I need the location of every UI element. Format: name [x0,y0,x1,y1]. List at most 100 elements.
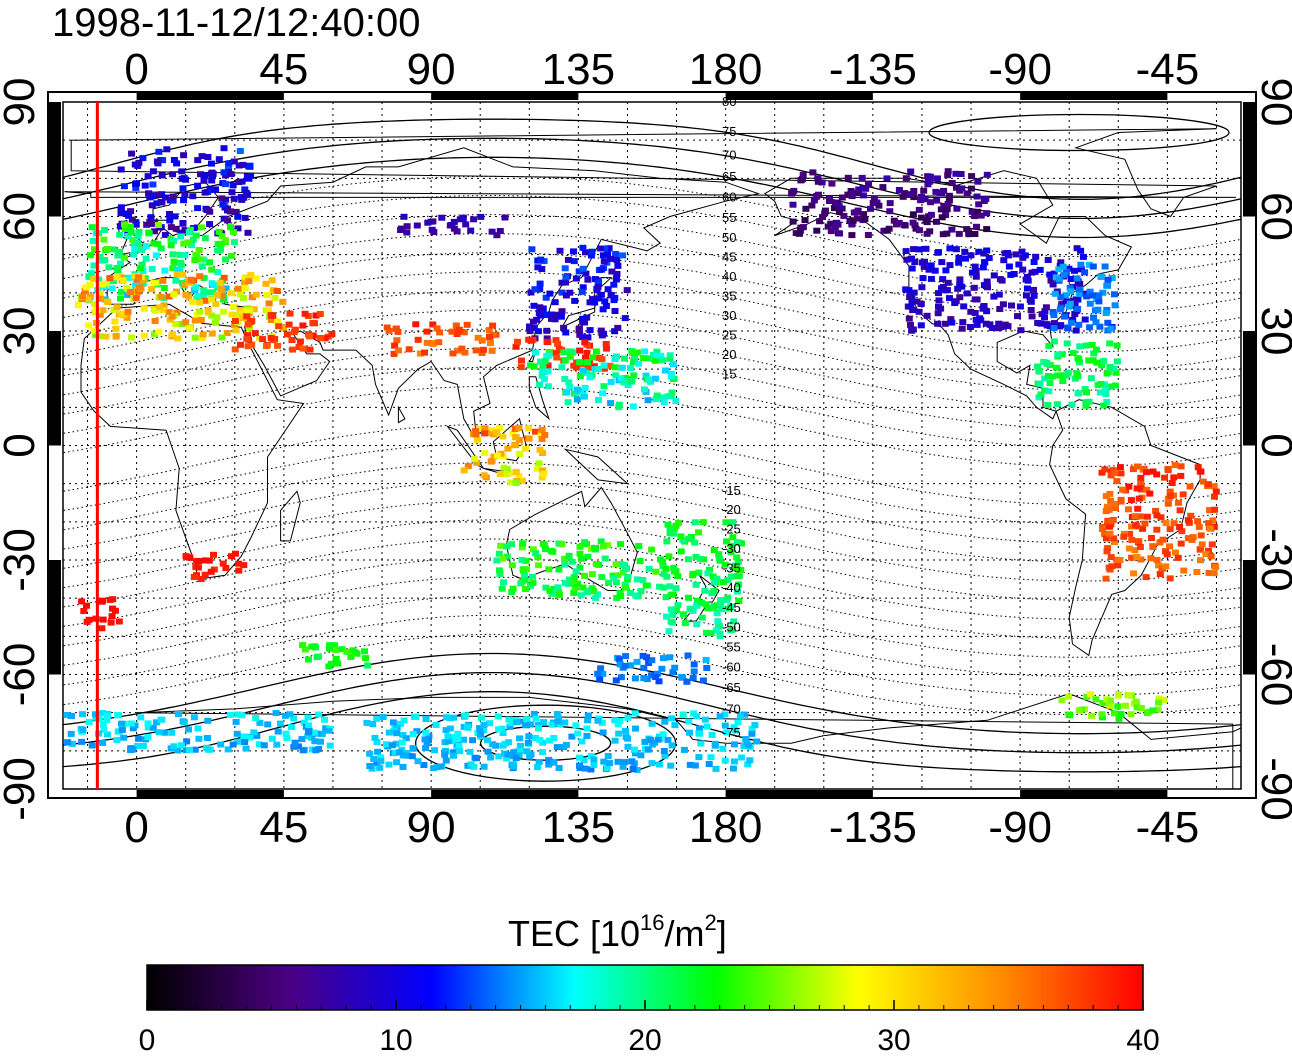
tec-data-point [633,349,641,356]
tec-data-point [971,213,979,220]
tec-data-point [500,464,508,471]
tec-data-point [570,574,578,581]
tec-data-point [883,175,891,182]
tec-data-point [229,229,237,236]
tec-data-point [161,231,169,238]
tec-data-point [238,178,246,185]
tec-data-point [653,392,661,399]
tec-data-point [1120,533,1128,540]
tec-data-point [442,748,449,754]
tec-data-point [95,716,103,723]
tec-data-point [821,207,829,214]
tec-data-point [1045,373,1052,380]
tec-data-point [232,550,239,557]
tec-data-point [724,577,732,583]
tec-data-point [476,725,484,732]
tec-data-point [229,741,237,748]
tec-data-point [1155,562,1162,569]
tec-data-point [245,325,253,332]
tec-data-point [1195,523,1203,530]
tec-data-point [598,719,606,726]
tec-data-point [96,290,104,297]
tec-data-point [532,428,539,435]
tec-data-point [260,742,268,749]
tec-data-point [190,714,198,721]
tec-data-point [180,197,188,204]
tec-data-point [577,592,585,599]
tec-data-point [711,742,719,749]
tec-data-point [235,162,243,169]
tec-data-point [392,326,400,332]
tec-data-point [590,588,598,595]
tec-data-point [1132,522,1140,529]
tec-data-point [597,538,605,545]
tec-data-point [691,519,699,526]
tec-data-point [746,757,754,764]
tec-data-point [983,308,991,315]
tec-data-point [612,251,620,257]
tec-data-point [416,350,424,357]
tec-data-point [574,730,582,737]
lon-tick-label-top: 180 [689,45,762,94]
tec-data-point [1137,479,1145,486]
tec-data-point [121,254,129,261]
tec-data-point [933,175,941,182]
tec-data-point [1057,294,1065,301]
tec-data-point [503,755,510,762]
tec-data-point [1063,340,1071,347]
tec-data-point [512,468,520,475]
tec-data-point [509,585,517,592]
tec-data-point [250,729,258,736]
tec-data-point [1095,292,1103,299]
tec-data-point [1172,549,1179,556]
tec-data-point [328,660,335,667]
tec-data-point [671,722,679,729]
tec-data-point [138,261,146,268]
tec-data-point [579,334,587,341]
tec-data-point [968,208,976,215]
tec-data-point [727,573,735,580]
tec-data-point [561,555,569,562]
tec-data-point [611,328,619,335]
tec-data-point [149,181,157,188]
tec-data-point [489,322,497,329]
tec-data-point [204,735,211,741]
tec-data-point [582,249,589,256]
tec-data-point [136,265,144,272]
tec-data-point [259,336,267,343]
tec-data-point [405,346,413,353]
tec-data-point [561,376,569,382]
axis-tick-labels: 0045459090135135180180-135-135-90-90-45-… [0,45,1292,852]
tec-data-point [275,323,283,330]
tec-data-point [1137,556,1145,563]
tec-data-point [165,293,173,300]
tec-data-point [507,479,515,486]
tec-data-point [1099,525,1106,532]
tec-data-point [477,213,485,220]
tec-data-point [232,327,240,334]
tec-data-point [562,329,570,336]
tec-data-point [283,735,291,741]
tec-data-point [542,294,550,301]
tec-data-point [873,199,881,206]
tec-data-point [225,160,233,167]
tec-data-point [218,292,226,299]
tec-data-point [961,248,969,255]
tec-data-point [658,394,666,401]
tec-data-point [633,658,641,665]
tec-data-point [385,729,393,736]
tec-data-point [921,196,929,203]
tec-data-point [132,184,140,191]
tec-data-point [613,257,621,263]
tec-data-point [227,224,234,231]
tec-data-point [566,289,574,296]
tec-data-point [944,172,952,179]
tec-data-point [654,670,662,677]
tec-data-point [187,276,195,283]
tec-data-point [1205,547,1212,554]
tec-data-point [234,285,242,292]
tec-data-point [495,753,503,760]
tec-data-point [75,302,82,309]
tec-data-point [613,270,621,277]
tec-data-point [116,248,123,255]
